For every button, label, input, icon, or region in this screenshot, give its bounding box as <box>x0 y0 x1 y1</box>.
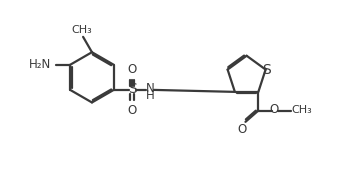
Text: S: S <box>128 82 137 96</box>
Text: H₂N: H₂N <box>29 58 51 71</box>
Text: CH₃: CH₃ <box>292 105 312 115</box>
Text: O: O <box>270 103 279 116</box>
Text: H: H <box>146 89 155 102</box>
Text: N: N <box>146 82 155 95</box>
Text: O: O <box>128 104 137 117</box>
Text: O: O <box>238 124 247 136</box>
Text: CH₃: CH₃ <box>71 25 92 35</box>
Text: O: O <box>128 63 137 76</box>
Text: S: S <box>263 62 271 77</box>
